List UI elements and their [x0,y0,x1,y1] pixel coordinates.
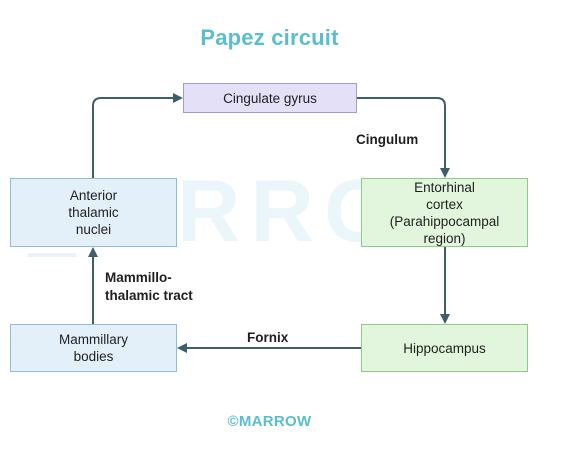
copyright-footer: ©MARROW [0,413,539,430]
node-anterior-thalamic-nuclei: Anterior thalamic nuclei [10,178,177,247]
edge-label-cingulum: Cingulum [356,131,418,149]
arrow-anterior-to-cingulate [93,98,181,178]
node-cingulate-gyrus: Cingulate gyrus [183,83,357,113]
node-hippocampus: Hippocampus [361,324,528,372]
edge-label-fornix: Fornix [247,329,288,347]
node-entorhinal-cortex: Entorhinal cortex (Parahippocampal regio… [361,178,528,247]
edge-label-mammillothalamic-tract: Mammillo- thalamic tract [105,269,193,305]
node-mammillary-bodies: Mammillary bodies [10,324,177,372]
